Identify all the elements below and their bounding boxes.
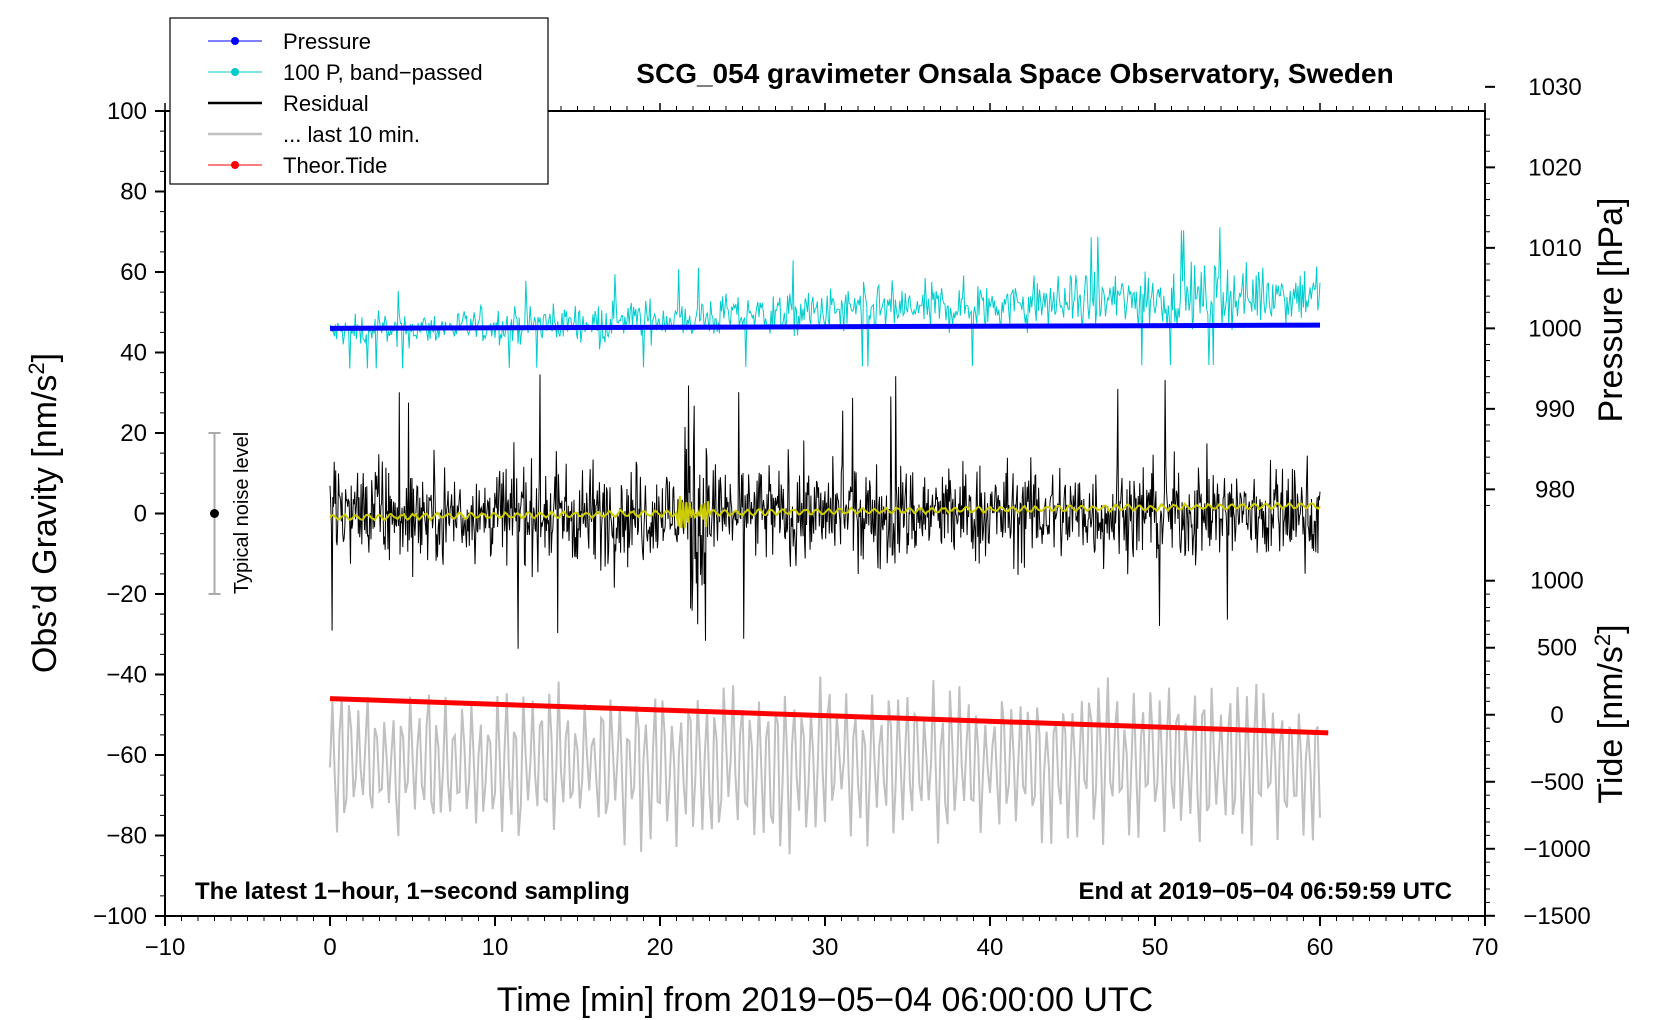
x-axis-title: Time [min] from 2019−05−04 06:00:00 UTC <box>497 981 1153 1019</box>
y-tick-label: 80 <box>120 179 147 206</box>
legend-label: 100 P, band−passed <box>283 60 483 85</box>
legend-label: Theor.Tide <box>283 153 387 178</box>
legend-items: Pressure 100 P, band−passed Residual ... la… <box>208 29 483 178</box>
series-theor-tide <box>329 696 1329 736</box>
y-tick-label: −100 <box>93 903 147 930</box>
noise-level-label: Typical noise level <box>231 432 253 594</box>
y-axis-title-left: Obs’d Gravity [nm/s2] <box>24 353 64 673</box>
chart-title: SCG_054 gravimeter Onsala Space Observat… <box>636 58 1393 89</box>
legend: Pressure 100 P, band−passed Residual ... la… <box>169 17 549 185</box>
pressure-tick-label: 1020 <box>1528 154 1581 181</box>
y-tick-label: −60 <box>106 742 147 769</box>
y-axis-title-left-sup: 2 <box>24 362 49 374</box>
legend-box <box>169 17 549 185</box>
pressure-tick-label: 1010 <box>1528 235 1581 262</box>
series-100-p-band-passed <box>329 227 1321 369</box>
legend-marker <box>231 68 239 76</box>
x-tick-label: 30 <box>812 934 839 961</box>
x-tick-label: 0 <box>323 934 336 961</box>
series-layer <box>329 227 1329 855</box>
tide-tick-label: −500 <box>1530 769 1584 796</box>
x-tick-label: 10 <box>482 934 509 961</box>
tide-tick-label: 0 <box>1550 702 1563 729</box>
x-tick-label: −10 <box>145 934 186 961</box>
y-tick-label: 20 <box>120 420 147 447</box>
tide-tick-label: −1000 <box>1523 836 1590 863</box>
legend-label: ... last 10 min. <box>283 122 420 147</box>
y-tick-label: 40 <box>120 340 147 367</box>
noise-level-bar <box>208 432 221 595</box>
legend-label: Residual <box>283 91 369 116</box>
pressure-tick-label: 990 <box>1535 396 1575 423</box>
x-tick-label: 70 <box>1472 934 1499 961</box>
x-tick-label: 60 <box>1307 934 1334 961</box>
series--last-10-min- <box>329 676 1321 855</box>
y-axis-title-pressure: Pressure [hPa] <box>1592 198 1630 423</box>
pressure-tick-label: 980 <box>1535 476 1575 503</box>
annotation-end-time: End at 2019−05−04 06:59:59 UTC <box>1078 878 1452 905</box>
y-axis-title-tide-end: ] <box>1592 624 1630 633</box>
y-tick-label: −40 <box>106 662 147 689</box>
x-tick-label: 20 <box>647 934 674 961</box>
series-residual-smoothed <box>329 496 1321 529</box>
y-axis-title-tide-base: Tide [nm/s <box>1592 646 1630 803</box>
y-axis-title-tide-sup: 2 <box>1590 634 1615 646</box>
legend-label: Pressure <box>283 29 371 54</box>
y-axis-title-left-base: Obs’d Gravity [nm/s <box>26 375 64 674</box>
y-axis-title-tide: Tide [nm/s2] <box>1590 624 1630 803</box>
y-tick-label: 0 <box>134 501 147 528</box>
y-axis-title-left-end: ] <box>26 353 64 362</box>
y-tick-label: −20 <box>106 581 147 608</box>
pressure-tick-label: 1030 <box>1528 74 1581 101</box>
ticks-layer: −10 0 10 20 30 40 50 60 70−100−80−60−40−20020406… <box>93 74 1591 961</box>
tide-tick-label: 500 <box>1537 635 1577 662</box>
pressure-tick-label: 1000 <box>1528 315 1581 342</box>
annotation-sampling: The latest 1−hour, 1−second sampling <box>195 878 630 905</box>
tide-tick-label: −1500 <box>1523 903 1590 930</box>
x-tick-label: 50 <box>1142 934 1169 961</box>
y-tick-label: 100 <box>107 98 147 125</box>
y-tick-label: 60 <box>120 259 147 286</box>
legend-marker <box>231 37 239 45</box>
series-residual <box>329 374 1321 649</box>
y-tick-label: −80 <box>106 823 147 850</box>
tide-tick-label: 1000 <box>1530 568 1583 595</box>
series-pressure <box>329 322 1321 331</box>
x-tick-label: 40 <box>977 934 1004 961</box>
legend-marker <box>231 161 239 169</box>
noise-bar-center-dot <box>210 509 219 518</box>
